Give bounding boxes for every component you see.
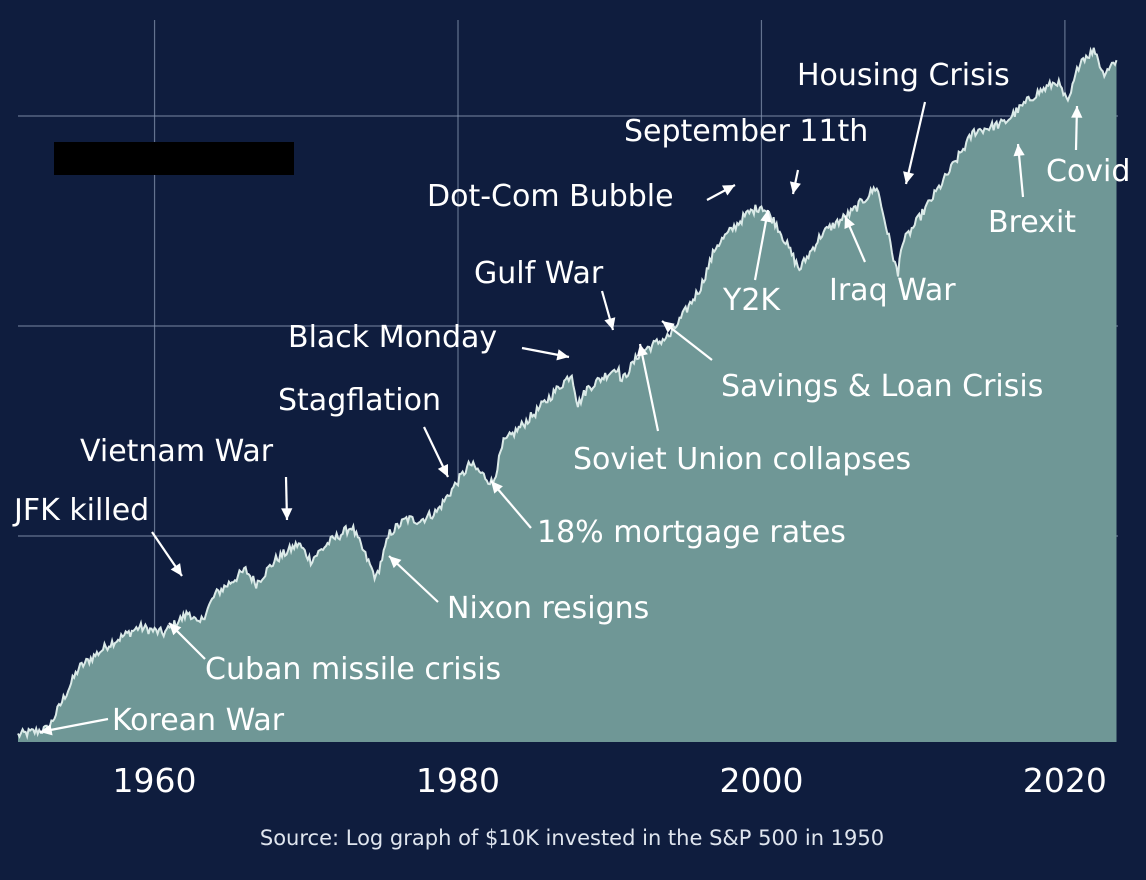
annotation-covid: Covid [1046, 154, 1130, 189]
annotation-arrowhead-vietnam-war [281, 508, 293, 520]
annotation-arrowhead-soviet-union-collapses [636, 344, 648, 357]
annotation-arrowhead-september-11th [789, 181, 801, 194]
annotation-dot-com-bubble: Dot-Com Bubble [427, 179, 674, 214]
x-tick-label-1: 1980 [416, 761, 500, 800]
x-tick-label-2: 2000 [719, 761, 803, 800]
series-layer [17, 46, 1118, 743]
annotation-arrowhead-nixon-resigns [389, 556, 402, 569]
source-caption: Source: Log graph of $10K invested in th… [260, 826, 884, 850]
annotation-brexit: Brexit [988, 205, 1076, 240]
annotation-arrowhead-stagflation [437, 464, 448, 477]
annotation-arrowhead-savings-loan-crisis [662, 321, 675, 333]
annotation-arrowhead-covid [1071, 106, 1083, 118]
annotation-arrow-y2k [753, 209, 770, 281]
annotation-stagflation: Stagflation [278, 383, 441, 418]
series-line [17, 46, 1118, 741]
annotation-arrowhead-dot-com-bubble [722, 185, 735, 196]
annotation-black-monday: Black Monday [288, 320, 497, 355]
annotation-arrowhead-brexit [1013, 144, 1025, 157]
annotations-layer: Korean War Cuban missile crisis JFK killed… [12, 58, 1130, 738]
annotation-nixon-resigns: Nixon resigns [447, 591, 649, 626]
annotation-arrowhead-cuban-missile-crisis [169, 623, 182, 636]
annotation-jfk-killed: JFK killed [12, 493, 149, 528]
x-tick-label-3: 2020 [1023, 761, 1107, 800]
annotation-arrowhead-y2k [760, 210, 772, 223]
annotation-arrow-soviet-union-collapses [638, 343, 660, 432]
series-area [18, 47, 1117, 743]
annotation-arrowhead-black-monday [556, 349, 569, 361]
annotation-september-11th: September 11th [624, 114, 868, 149]
annotation-18-mortgage-rates: 18% mortgage rates [537, 515, 846, 550]
annotation-arrowhead-jfk-killed [170, 563, 182, 576]
annotation-savings-loan-crisis: Savings & Loan Crisis [721, 369, 1043, 404]
annotation-arrowhead-iraq-war [844, 216, 855, 229]
annotation-vietnam-war: Vietnam War [80, 434, 274, 469]
annotation-arrowhead-gulf-war [604, 317, 616, 330]
annotation-arrow-housing-crisis [904, 101, 927, 185]
annotation-arrowhead-18-mortgage-rates [491, 481, 503, 494]
annotation-cuban-missile-crisis: Cuban missile crisis [205, 652, 501, 687]
annotation-gulf-war: Gulf War [474, 256, 604, 291]
x-tick-label-0: 1960 [113, 761, 197, 800]
annotation-iraq-war: Iraq War [829, 273, 956, 308]
annotation-soviet-union-collapses: Soviet Union collapses [573, 442, 911, 477]
annotation-housing-crisis: Housing Crisis [797, 58, 1010, 93]
redaction-box [54, 142, 294, 175]
annotation-korean-war: Korean War [112, 703, 285, 738]
annotation-arrowhead-korean-war [40, 724, 53, 736]
x-axis: 1960 1980 2000 2020 [113, 761, 1107, 800]
annotation-y2k: Y2K [722, 283, 781, 318]
annotation-arrowhead-housing-crisis [903, 171, 915, 184]
